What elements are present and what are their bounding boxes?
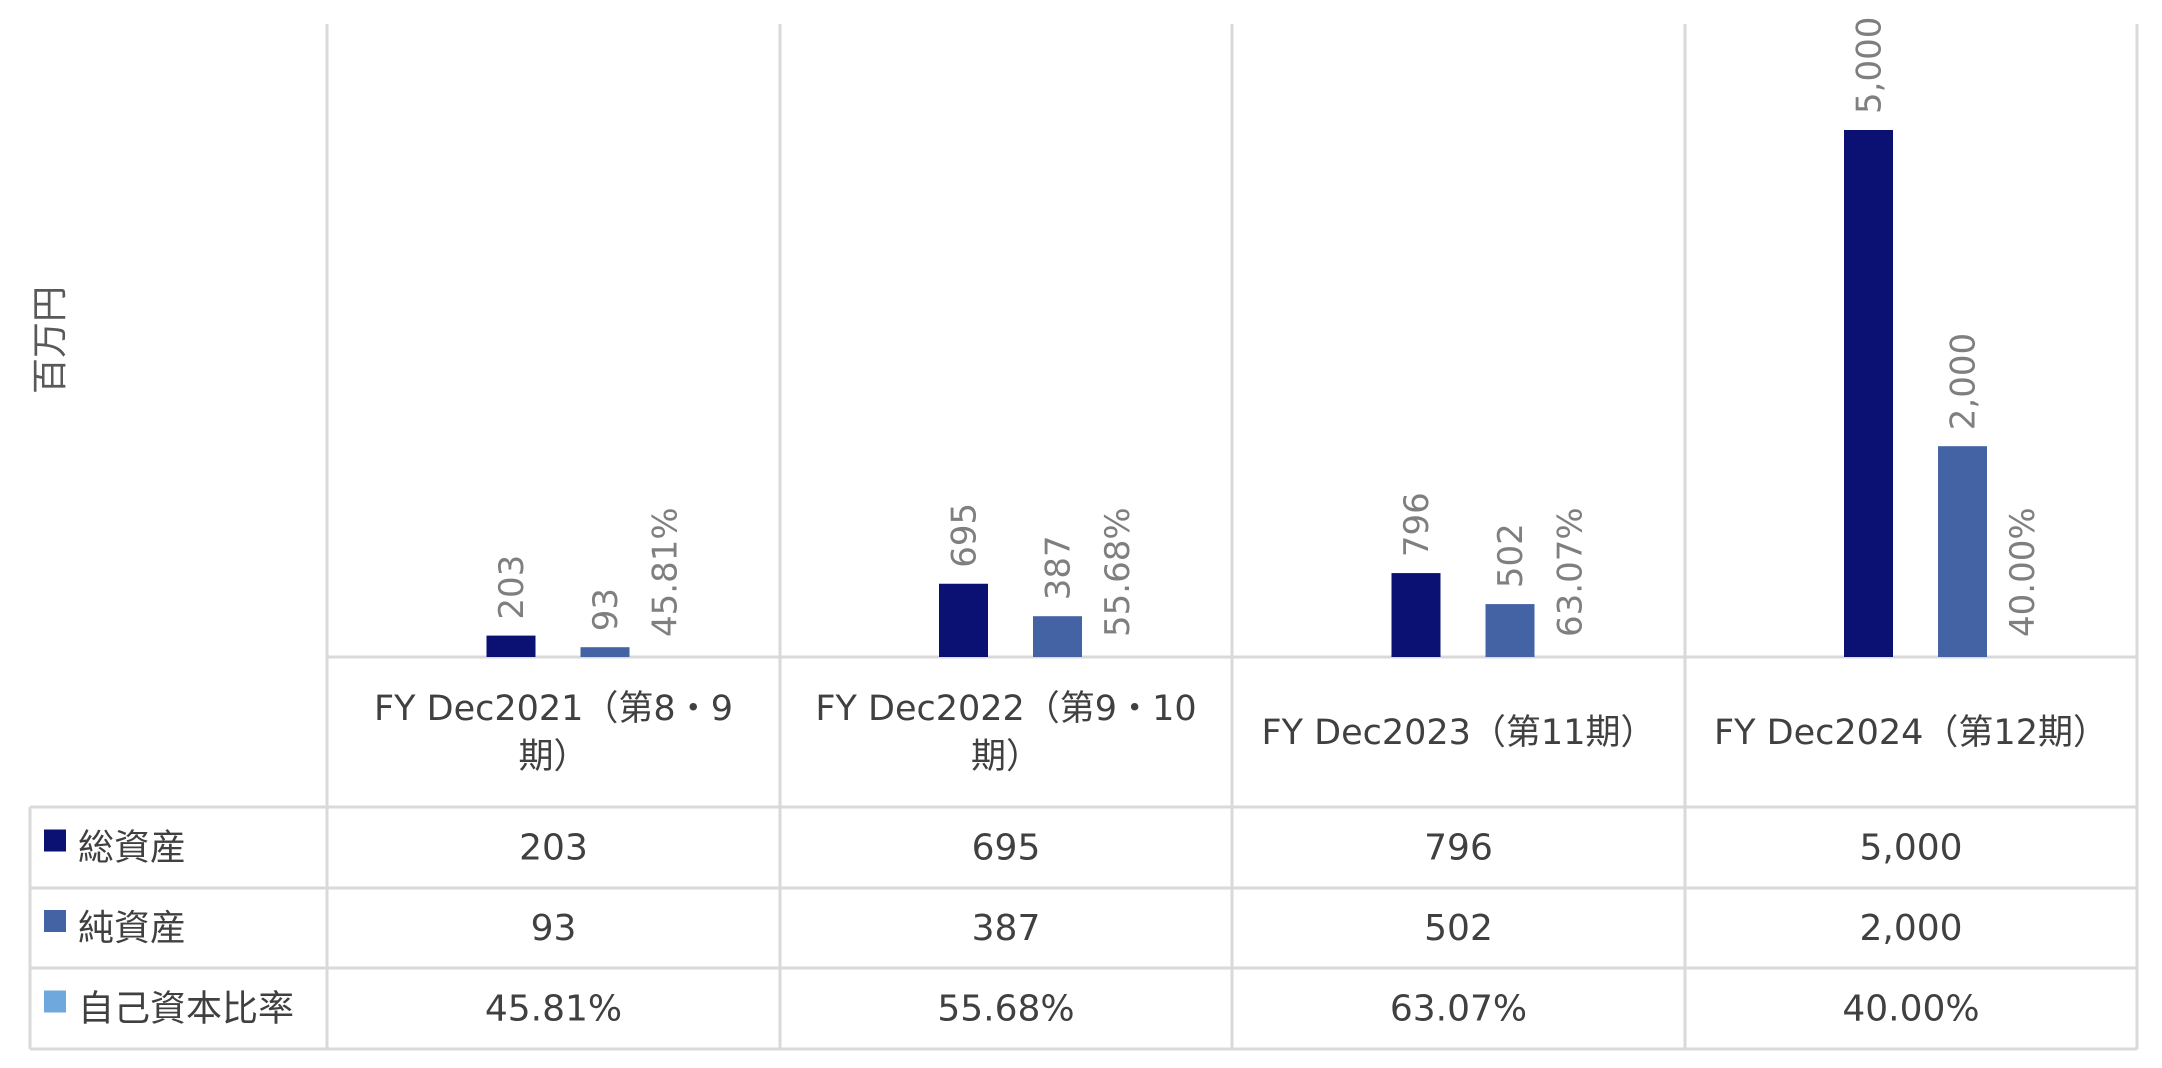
table-cell-2-3: 40.00% [1842, 989, 1979, 1030]
data-label-equity-ratio-1: 55.68% [1098, 507, 1138, 637]
bar-net-assets-3 [1938, 446, 1987, 657]
table-cell-1-3: 2,000 [1859, 908, 1962, 949]
legend-label-0: 総資産 [78, 828, 186, 869]
legend-key-2 [44, 990, 66, 1013]
data-label-net-assets-2: 502 [1491, 523, 1531, 588]
table-cell-0-0: 203 [519, 828, 588, 869]
category-label-0-1: 期） [518, 737, 588, 777]
category-label-1-0: FY Dec2022（第9・10 [815, 689, 1196, 729]
table-cell-2-0: 45.81% [485, 989, 622, 1030]
data-label-net-assets-3: 2,000 [1944, 333, 1984, 430]
legend-label-1: 純資産 [78, 908, 186, 949]
table-cell-1-0: 93 [531, 908, 577, 949]
category-label-1-1: 期） [971, 737, 1041, 777]
table-cell-2-2: 63.07% [1390, 989, 1527, 1030]
table-cell-0-1: 695 [972, 828, 1041, 869]
bar-total-assets-2 [1391, 573, 1441, 657]
table-cell-1-1: 387 [972, 908, 1041, 949]
bar-total-assets-3 [1844, 130, 1893, 657]
bar-net-assets-2 [1485, 604, 1535, 657]
bar-net-assets-1 [1033, 616, 1082, 657]
data-label-equity-ratio-3: 40.00% [2003, 507, 2043, 637]
table-cell-2-1: 55.68% [937, 989, 1074, 1030]
y-axis-unit-label: 百万円 [30, 286, 71, 394]
data-label-net-assets-0: 93 [586, 588, 626, 631]
data-label-equity-ratio-0: 45.81% [646, 507, 686, 637]
table-cell-0-3: 5,000 [1859, 828, 1962, 869]
table-cell-0-2: 796 [1424, 828, 1493, 869]
bar-total-assets-1 [939, 583, 988, 657]
data-label-equity-ratio-2: 63.07% [1551, 507, 1591, 637]
legend-label-2: 自己資本比率 [78, 989, 294, 1030]
category-label-0-0: FY Dec2021（第8・9 [374, 689, 733, 729]
data-label-net-assets-1: 387 [1039, 535, 1079, 600]
category-label-2-0: FY Dec2023（第11期） [1262, 713, 1656, 753]
data-label-total-assets-3: 5,000 [1850, 17, 1890, 114]
category-label-3-0: FY Dec2024（第12期） [1714, 713, 2108, 753]
data-label-total-assets-1: 695 [945, 503, 985, 568]
table-cell-1-2: 502 [1424, 908, 1493, 949]
bar-total-assets-0 [486, 635, 536, 657]
bar-net-assets-0 [580, 647, 630, 657]
data-label-total-assets-0: 203 [492, 555, 532, 620]
data-label-total-assets-2: 796 [1397, 492, 1437, 557]
legend-key-0 [44, 829, 66, 852]
legend-key-1 [44, 910, 66, 932]
